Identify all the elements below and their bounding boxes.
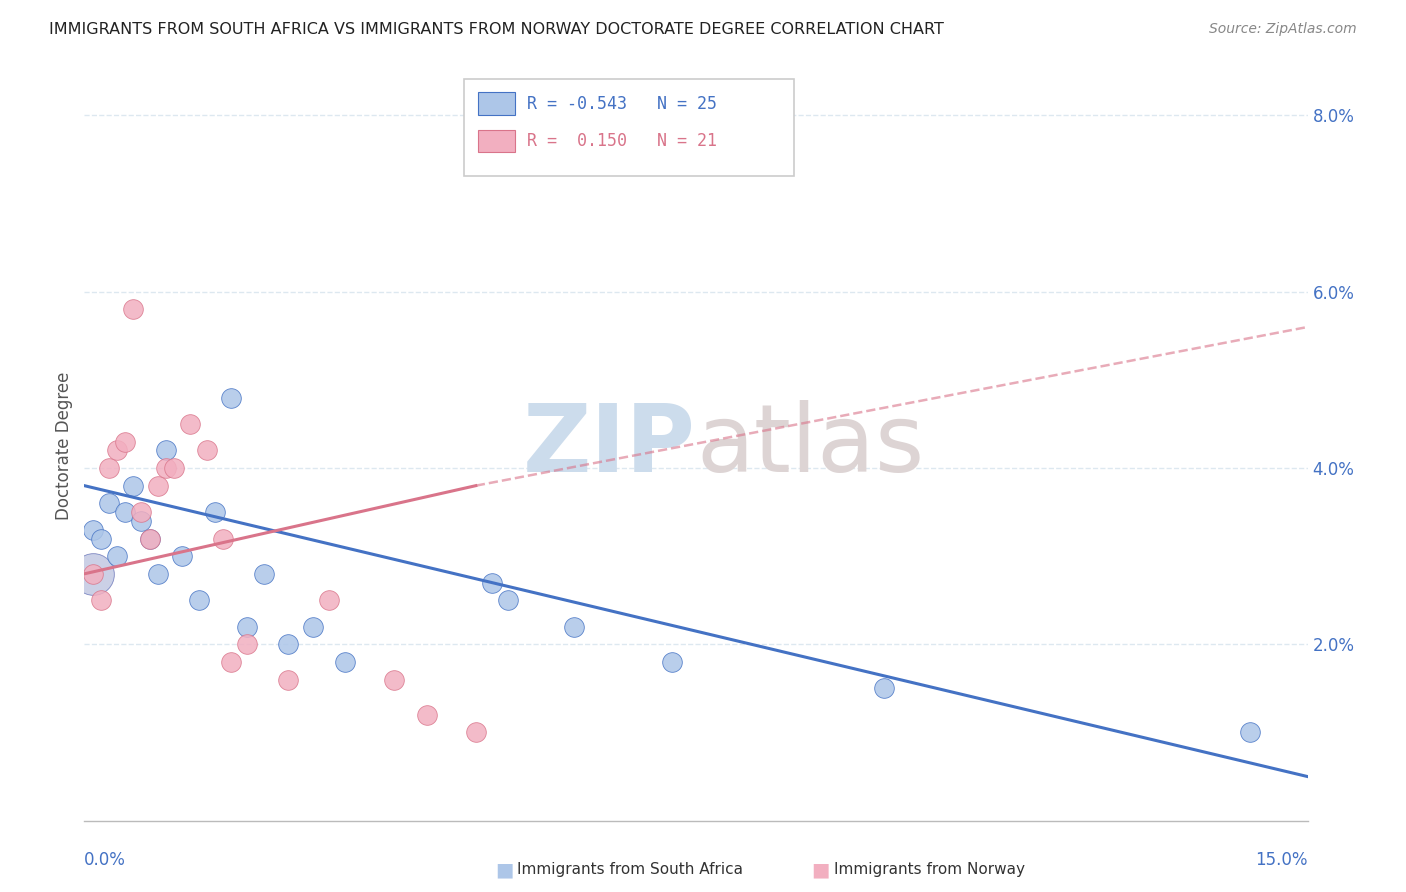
Text: Immigrants from South Africa: Immigrants from South Africa [517, 863, 744, 877]
Point [481, 575, 503, 590]
Point [82, 566, 104, 581]
Point [236, 620, 259, 634]
Point [204, 505, 226, 519]
Point [382, 673, 405, 687]
FancyBboxPatch shape [464, 78, 794, 177]
Point [219, 655, 242, 669]
Point [1239, 725, 1261, 739]
Point [163, 461, 186, 475]
Point [277, 673, 299, 687]
Point [318, 593, 340, 607]
Bar [478, 93, 515, 115]
Point [301, 620, 323, 634]
Point [219, 391, 242, 405]
Point [114, 434, 136, 449]
Text: 15.0%: 15.0% [1256, 851, 1308, 869]
Point [155, 461, 177, 475]
Bar [478, 130, 515, 153]
Point [105, 549, 128, 564]
Point [138, 532, 160, 546]
Text: atlas: atlas [696, 400, 924, 492]
Point [90, 593, 112, 607]
Point [122, 478, 145, 492]
Point [335, 655, 357, 669]
Point [236, 637, 259, 651]
Point [195, 443, 218, 458]
Text: 0.0%: 0.0% [84, 851, 127, 869]
Point [155, 443, 177, 458]
Point [661, 655, 683, 669]
Point [172, 549, 194, 564]
Point [212, 532, 235, 546]
Text: R =  0.150   N = 21: R = 0.150 N = 21 [527, 132, 717, 150]
Point [416, 707, 439, 722]
Point [82, 523, 104, 537]
Point [562, 620, 585, 634]
Text: Source: ZipAtlas.com: Source: ZipAtlas.com [1209, 22, 1357, 37]
Point [187, 593, 209, 607]
Point [82, 566, 104, 581]
Point [138, 532, 160, 546]
Text: IMMIGRANTS FROM SOUTH AFRICA VS IMMIGRANTS FROM NORWAY DOCTORATE DEGREE CORRELAT: IMMIGRANTS FROM SOUTH AFRICA VS IMMIGRAN… [49, 22, 943, 37]
Point [464, 725, 486, 739]
Point [872, 681, 894, 696]
Point [97, 461, 120, 475]
Point [131, 514, 153, 528]
Point [498, 593, 520, 607]
Point [90, 532, 112, 546]
Text: ZIP: ZIP [523, 400, 696, 492]
Text: Immigrants from Norway: Immigrants from Norway [834, 863, 1025, 877]
Point [131, 505, 153, 519]
Point [253, 566, 276, 581]
Point [179, 417, 201, 431]
Y-axis label: Doctorate Degree: Doctorate Degree [55, 372, 73, 520]
Point [146, 566, 169, 581]
Text: R = -0.543   N = 25: R = -0.543 N = 25 [527, 95, 717, 112]
Point [277, 637, 299, 651]
Text: ■: ■ [495, 860, 513, 880]
Point [114, 505, 136, 519]
Point [146, 478, 169, 492]
Point [122, 302, 145, 317]
Point [82, 566, 104, 581]
Point [97, 496, 120, 510]
Point [105, 443, 128, 458]
Text: ■: ■ [811, 860, 830, 880]
